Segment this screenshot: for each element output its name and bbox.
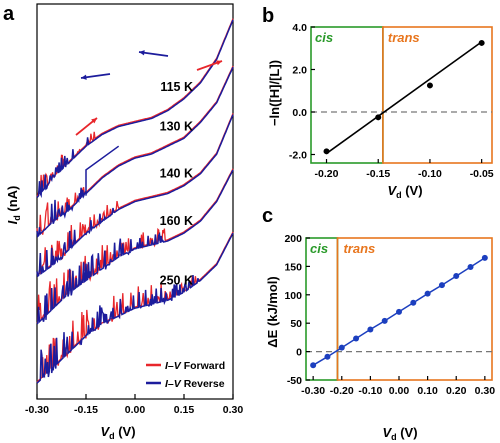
c-point-8 bbox=[424, 290, 431, 297]
c-point-0 bbox=[310, 362, 317, 369]
b-point-3 bbox=[478, 39, 485, 46]
panel-letter-c: c bbox=[262, 205, 273, 227]
x-tick-label-4: 0.30 bbox=[223, 404, 244, 416]
c-x-tick-label-2: -0.10 bbox=[358, 385, 382, 397]
x-tick-label-3: 0.15 bbox=[174, 404, 195, 416]
legend-reverse-label: I–V Reverse bbox=[165, 378, 225, 390]
reverse-arrow-top-head bbox=[81, 74, 87, 80]
panel-c-y-ticks: -50 0 50 100 150 200 bbox=[284, 233, 310, 387]
c-y-tick-label-1: 0 bbox=[296, 347, 302, 359]
c-x-tick-label-1: -0.20 bbox=[330, 385, 354, 397]
panel-b-x-label: Vd (V) bbox=[387, 183, 422, 200]
b-y-tick-label-3: 4.0 bbox=[292, 22, 307, 34]
x-tick-label-0: -0.30 bbox=[25, 404, 49, 416]
forward-curve-2 bbox=[36, 113, 234, 276]
forward-curve-4 bbox=[36, 231, 234, 383]
panel-c-x-ticks: -0.30 -0.20 -0.10 0.00 0.10 0.20 0.30 bbox=[301, 376, 495, 397]
panel-b-fit-line bbox=[326, 41, 483, 155]
x-tick-label-1: -0.15 bbox=[74, 404, 98, 416]
c-point-1 bbox=[324, 353, 331, 360]
c-point-5 bbox=[381, 317, 388, 324]
panel-c-y-label: ΔE (kJ/mol) bbox=[265, 276, 280, 347]
temperature-label-4: 250 K bbox=[160, 273, 193, 287]
b-point-1 bbox=[375, 114, 382, 121]
c-x-tick-label-6: 0.30 bbox=[475, 385, 496, 397]
c-point-11 bbox=[467, 263, 474, 270]
panel-c-chart: cis trans -0.30 -0.20 -0.10 0.00 0.10 0.20 0.3… bbox=[265, 233, 495, 442]
c-point-3 bbox=[353, 335, 360, 342]
forward-arrow-left-head bbox=[91, 118, 97, 124]
b-x-tick-label-1: -0.15 bbox=[366, 168, 390, 180]
b-y-tick-label-1: 0.0 bbox=[292, 107, 307, 119]
panel-a-x-ticks: -0.30 -0.15 0.00 0.15 0.30 bbox=[25, 394, 243, 416]
c-point-6 bbox=[396, 308, 402, 315]
c-y-tick-label-0: -50 bbox=[287, 375, 302, 387]
c-y-tick-label-4: 150 bbox=[284, 261, 302, 273]
panel-b-cis-label: cis bbox=[315, 30, 333, 45]
forward-arrow-right-head bbox=[216, 60, 222, 66]
c-point-2 bbox=[338, 344, 345, 351]
c-x-tick-label-4: 0.10 bbox=[417, 385, 438, 397]
panel-b-x-ticks: -0.20 -0.15 -0.10 -0.05 bbox=[315, 159, 494, 180]
c-point-7 bbox=[410, 299, 417, 306]
c-y-tick-label-2: 50 bbox=[290, 318, 302, 330]
reverse-curve-1 bbox=[36, 66, 234, 238]
panel-b-chart: cis trans -0.20 -0.15 -0.10 -0.05 -2.0 0.0 2.… bbox=[267, 22, 494, 200]
panel-a-y-label: Id (nA) bbox=[5, 186, 22, 225]
b-x-tick-label-0: -0.20 bbox=[315, 168, 339, 180]
b-y-tick-label-2: 2.0 bbox=[292, 65, 307, 77]
c-y-tick-label-5: 200 bbox=[284, 233, 302, 245]
hysteresis-branch bbox=[85, 145, 120, 196]
forward-curve-3 bbox=[36, 168, 234, 324]
panel-b-y-label: −ln([H]/[L]) bbox=[267, 60, 282, 126]
panel-a-x-label: Vd (V) bbox=[100, 424, 135, 441]
b-point-2 bbox=[426, 82, 433, 89]
panel-b-cis-region bbox=[310, 26, 384, 164]
panel-b-points bbox=[323, 39, 485, 155]
temperature-label-0: 115 K bbox=[160, 80, 193, 94]
b-x-tick-label-2: -0.10 bbox=[418, 168, 442, 180]
c-x-tick-label-3: 0.00 bbox=[389, 385, 410, 397]
reverse-curve-3 bbox=[36, 169, 234, 325]
panel-a-legend: I–V Forward I–V Reverse bbox=[146, 360, 225, 390]
x-tick-label-2: 0.00 bbox=[125, 404, 146, 416]
panel-c-points bbox=[310, 254, 488, 369]
b-x-tick-label-3: -0.05 bbox=[470, 168, 494, 180]
panel-a-curves bbox=[36, 18, 234, 384]
temperature-label-1: 130 K bbox=[160, 119, 193, 133]
panel-letter-a: a bbox=[3, 3, 15, 25]
panel-c-trans-label: trans bbox=[343, 241, 375, 256]
c-point-9 bbox=[438, 282, 445, 289]
c-point-12 bbox=[481, 254, 488, 261]
c-point-10 bbox=[453, 273, 460, 280]
panel-a-temperature-labels: 115 K 130 K 140 K 160 K 250 K bbox=[160, 80, 193, 288]
reverse-arrow-mid-head bbox=[139, 50, 145, 56]
reverse-curve-2 bbox=[36, 114, 234, 278]
c-x-tick-label-5: 0.20 bbox=[446, 385, 467, 397]
temperature-label-2: 140 K bbox=[160, 167, 193, 181]
panel-letter-b: b bbox=[262, 5, 274, 27]
panel-b-y-ticks: -2.0 0.0 2.0 4.0 bbox=[289, 22, 315, 162]
b-point-0 bbox=[323, 148, 330, 155]
panel-c-cis-region bbox=[305, 237, 339, 381]
b-y-tick-label-0: -2.0 bbox=[289, 150, 307, 162]
panel-c-x-label: Vd (V) bbox=[382, 425, 417, 442]
panel-c-cis-label: cis bbox=[310, 241, 328, 256]
c-y-tick-label-3: 100 bbox=[284, 290, 302, 302]
legend-forward-label: I–V Forward bbox=[165, 360, 225, 372]
panel-c-trans-region bbox=[336, 237, 493, 381]
reverse-curve-0 bbox=[36, 19, 234, 199]
temperature-label-3: 160 K bbox=[160, 214, 193, 228]
reverse-curve-4 bbox=[36, 232, 234, 384]
panel-a-chart: 115 K 130 K 140 K 160 K 250 K -0.30 -0.15 0.00… bbox=[5, 3, 243, 441]
panel-b-trans-label: trans bbox=[388, 30, 420, 45]
c-x-tick-label-0: -0.30 bbox=[301, 385, 325, 397]
c-point-4 bbox=[367, 326, 374, 333]
panel-a-arrows bbox=[75, 50, 223, 136]
panel-b-trans-region bbox=[382, 26, 493, 164]
